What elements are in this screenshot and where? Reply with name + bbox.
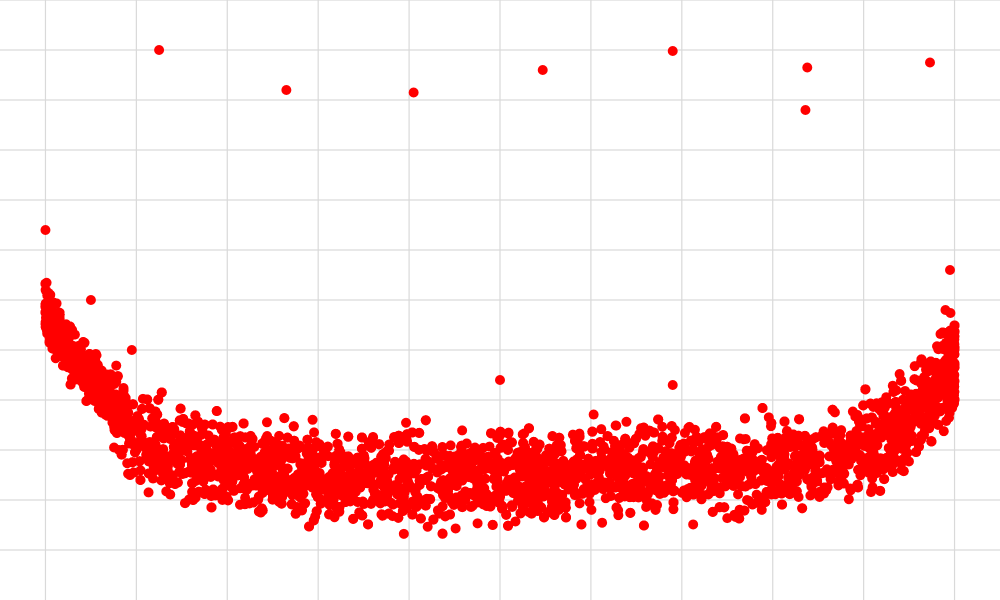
data-point	[638, 444, 649, 455]
data-point	[517, 429, 528, 440]
data-point	[688, 519, 699, 530]
data-point	[450, 523, 461, 534]
data-point	[401, 417, 412, 428]
data-point	[943, 412, 954, 423]
data-point	[747, 499, 758, 510]
data-point	[561, 512, 572, 523]
data-point	[843, 494, 854, 505]
data-point	[437, 442, 448, 453]
data-point	[307, 414, 318, 425]
data-point	[288, 421, 299, 432]
data-point	[445, 440, 456, 451]
data-point	[740, 434, 751, 445]
data-point	[715, 452, 726, 463]
data-point	[261, 417, 272, 428]
data-point	[666, 421, 677, 432]
data-point	[356, 443, 367, 454]
data-point	[827, 404, 838, 415]
data-point	[860, 384, 871, 395]
data-point	[486, 428, 497, 439]
data-point	[309, 427, 320, 438]
data-point	[510, 516, 521, 527]
data-point	[332, 438, 343, 449]
data-point	[669, 485, 680, 496]
data-point	[588, 409, 599, 420]
data-point	[733, 489, 744, 500]
data-point	[610, 420, 621, 431]
data-point	[487, 519, 498, 530]
data-point	[467, 500, 478, 511]
data-point	[502, 444, 513, 455]
data-point	[688, 444, 699, 455]
data-point	[597, 517, 608, 528]
data-point	[324, 509, 335, 520]
data-point	[576, 519, 587, 530]
data-point	[621, 416, 632, 427]
data-point	[65, 379, 76, 390]
data-point	[426, 481, 437, 492]
data-point	[239, 499, 250, 510]
data-point	[111, 360, 122, 371]
data-point	[756, 504, 767, 515]
data-point	[398, 528, 409, 539]
data-point	[586, 504, 597, 515]
data-point	[574, 498, 585, 509]
data-point	[596, 424, 607, 435]
data-point	[585, 469, 596, 480]
data-point	[503, 428, 514, 439]
data-point	[302, 434, 313, 445]
data-point	[345, 496, 356, 507]
data-point	[833, 480, 844, 491]
data-point	[143, 487, 154, 498]
data-point	[938, 426, 949, 437]
data-point	[457, 425, 468, 436]
data-point	[611, 502, 622, 513]
data-point	[165, 489, 176, 500]
data-point	[584, 497, 595, 508]
data-point	[867, 482, 878, 493]
data-point	[668, 497, 679, 508]
data-point	[605, 491, 616, 502]
data-point	[127, 399, 138, 410]
data-point	[329, 458, 340, 469]
data-point	[428, 514, 439, 525]
data-point	[437, 528, 448, 539]
data-point	[437, 501, 448, 512]
data-point	[187, 492, 198, 503]
data-point	[393, 512, 404, 523]
data-point	[472, 518, 483, 529]
data-point	[797, 503, 808, 514]
data-point	[238, 418, 249, 429]
data-points	[40, 45, 960, 539]
data-point	[422, 521, 433, 532]
